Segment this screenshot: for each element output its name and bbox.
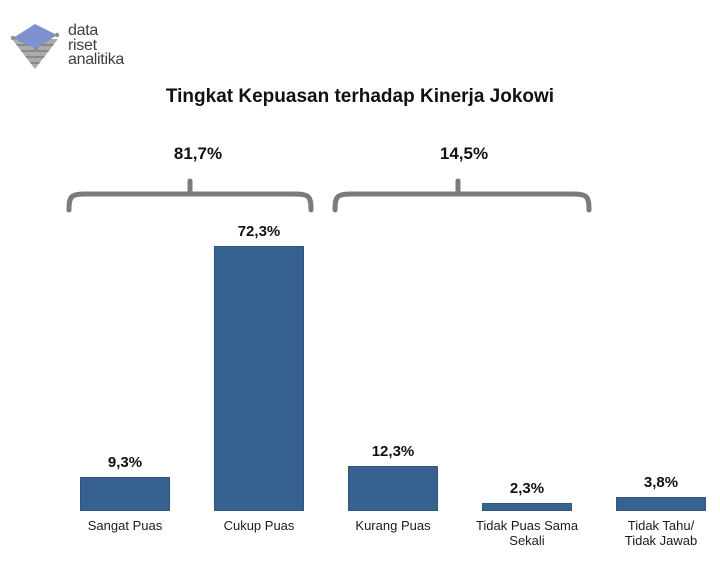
- bar-2: [348, 466, 438, 511]
- group-label-left: 81,7%: [173, 144, 223, 163]
- category-label-line: Tidak Tahu/: [627, 518, 695, 533]
- category-label-1: Cukup Puas: [189, 518, 329, 533]
- category-label-3: Tidak Puas Sama Sekali: [457, 518, 597, 548]
- group-label-right: 14,5%: [439, 144, 489, 163]
- logo-text-line3: analitika: [68, 51, 125, 68]
- category-label-line: Cukup Puas: [223, 518, 295, 533]
- group-bracket-right-icon: [332, 178, 592, 213]
- bar-value-label-1: 72,3%: [237, 223, 281, 240]
- category-label-line: Sangat Puas: [87, 518, 163, 533]
- logo: data riset analitika: [8, 20, 124, 74]
- category-label-line: Sekali: [509, 533, 545, 548]
- logo-text-line2: riset: [68, 36, 97, 54]
- bar-value-label-0: 9,3%: [107, 454, 143, 471]
- category-label-4: Tidak Tahu/Tidak Jawab: [591, 518, 720, 548]
- logo-diamond-icon: [10, 24, 60, 69]
- bar-value-label-2: 12,3%: [371, 443, 415, 460]
- logo-wordmark: data riset analitika: [68, 22, 125, 68]
- group-bracket-left-icon: [66, 178, 314, 213]
- category-label-line: Tidak Jawab: [624, 533, 698, 548]
- category-label-line: Kurang Puas: [355, 518, 431, 533]
- chart-title: Tingkat Kepuasan terhadap Kinerja Jokowi: [165, 86, 555, 107]
- logo-text-line1: data: [68, 22, 98, 39]
- bar-0: [80, 477, 170, 511]
- bar-4: [616, 497, 706, 511]
- category-label-2: Kurang Puas: [323, 518, 463, 533]
- category-label-line: Tidak Puas Sama: [475, 518, 579, 533]
- bar-3: [482, 503, 572, 511]
- bar-value-label-3: 2,3%: [509, 480, 545, 497]
- category-label-0: Sangat Puas: [55, 518, 195, 533]
- bar-value-label-4: 3,8%: [643, 474, 679, 491]
- bar-1: [214, 246, 304, 511]
